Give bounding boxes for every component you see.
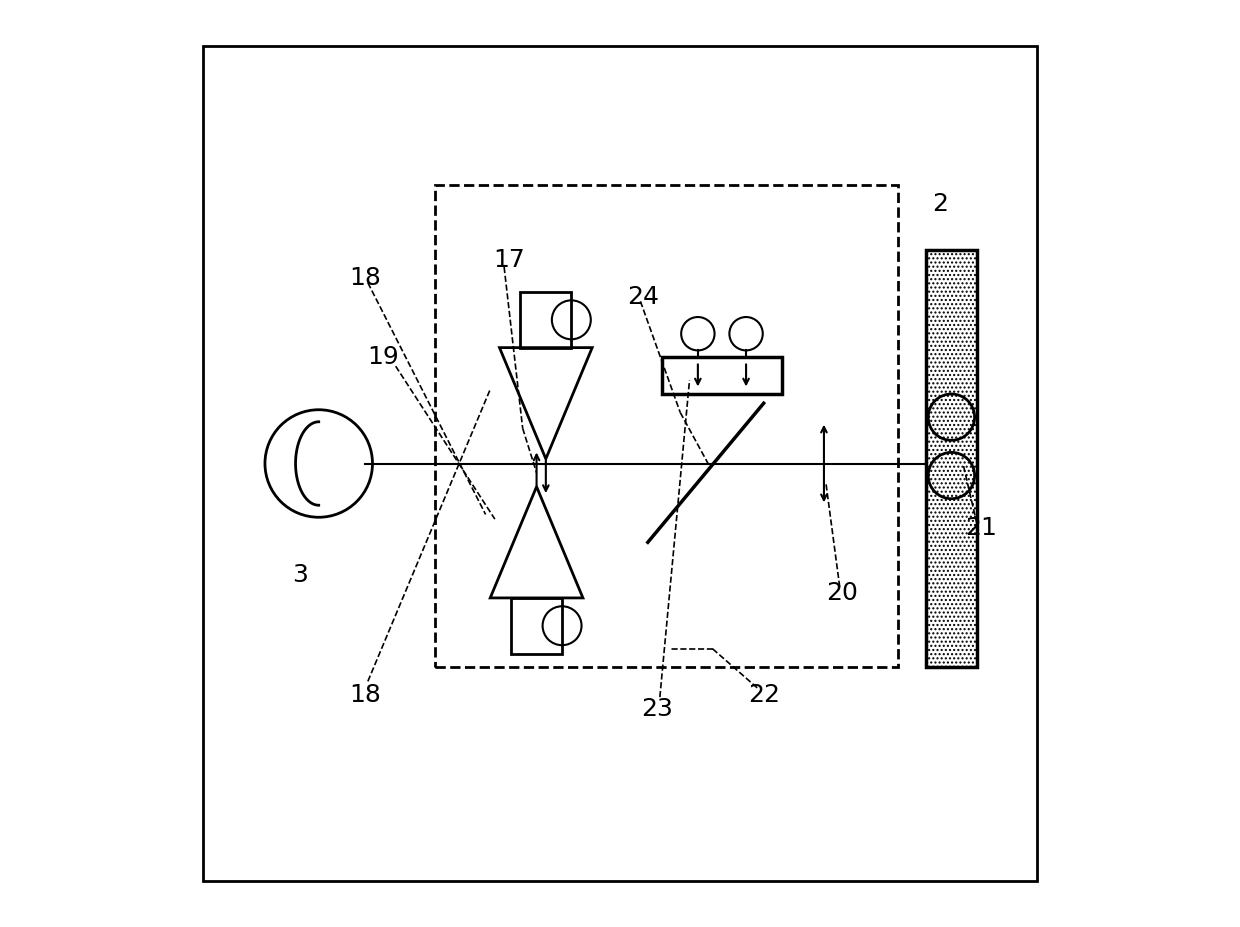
Text: 21: 21 xyxy=(966,516,997,540)
Text: 19: 19 xyxy=(368,345,399,369)
Text: 2: 2 xyxy=(931,192,947,216)
Text: 17: 17 xyxy=(492,248,525,272)
Text: 24: 24 xyxy=(627,285,660,309)
Text: 20: 20 xyxy=(827,581,858,605)
Polygon shape xyxy=(926,250,977,667)
Text: 18: 18 xyxy=(350,683,381,707)
Text: 3: 3 xyxy=(293,563,308,587)
Text: 18: 18 xyxy=(350,266,381,290)
Text: 22: 22 xyxy=(748,683,780,707)
Text: 23: 23 xyxy=(641,697,673,721)
